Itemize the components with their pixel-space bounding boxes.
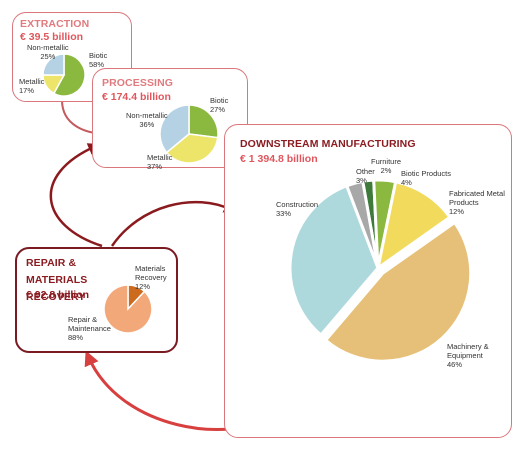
processing-title: PROCESSING xyxy=(102,77,174,89)
processing-label-metallic-name: Metallic xyxy=(147,153,173,162)
manufacturing-label-other: Other 3% xyxy=(356,167,375,185)
downstream-slice-fabricated-metal-products xyxy=(375,180,452,272)
extraction-label-non-metallic-name: Non-metallic xyxy=(27,43,69,52)
processing-label-metallic-pct: 37% xyxy=(147,162,163,171)
manufacturing-label-machinery-pct: 46% xyxy=(447,360,463,369)
repair-label-repair-maintenance-name: Repair & Maintenance xyxy=(68,315,111,333)
extraction-label-biotic-name: Biotic xyxy=(89,51,108,60)
manufacturing-label-fabricated-metal-pct: 12% xyxy=(449,207,465,216)
repair-slice-repair-maintenance xyxy=(103,284,153,334)
manufacturing-label-construction-pct: 33% xyxy=(276,209,292,218)
extraction-label-metallic-name: Metallic xyxy=(19,77,45,86)
downstream-slice-construction xyxy=(288,183,380,338)
extraction-label-metallic: Metallic 17% xyxy=(19,77,44,95)
processing-slice-metallic xyxy=(165,133,219,164)
processing-label-biotic: Biotic 27% xyxy=(210,96,228,114)
repair-label-repair-maintenance-pct: 88% xyxy=(68,333,84,342)
manufacturing-title: DOWNSTREAM MANUFACTURING xyxy=(240,138,416,150)
extraction-box: EXTRACTION € 39.5 billion Non-metallic 25… xyxy=(12,12,132,102)
manufacturing-label-machinery: Machinery & Equipment 46% xyxy=(447,342,499,369)
manufacturing-label-other-name: Other xyxy=(356,167,375,176)
repair-label-repair-maintenance: Repair & Maintenance 88% xyxy=(68,315,114,342)
repair-box: REPAIR & MATERIALS RECOVERY € 92.8 billi… xyxy=(15,247,178,353)
repair-label-materials-recovery-pct: 12% xyxy=(135,282,151,291)
manufacturing-label-other-pct: 3% xyxy=(356,176,367,185)
extraction-label-non-metallic: Non-metallic 25% xyxy=(27,43,69,61)
repair-title: REPAIR & MATERIALS RECOVERY xyxy=(26,257,88,303)
processing-label-non-metallic-pct: 36% xyxy=(139,120,155,129)
manufacturing-pie xyxy=(288,178,473,363)
manufacturing-label-construction: Construction 33% xyxy=(276,200,318,218)
manufacturing-label-furniture-pct: 2% xyxy=(380,166,392,175)
processing-label-biotic-name: Biotic xyxy=(210,96,229,105)
processing-slice-non-metallic xyxy=(159,104,190,154)
downstream-slice-machinery-equipment xyxy=(323,220,473,363)
repair-label-materials-recovery-name: Materials Recovery xyxy=(135,264,167,282)
manufacturing-label-construction-name: Construction xyxy=(276,200,319,209)
processing-label-metallic: Metallic 37% xyxy=(147,153,172,171)
manufacturing-label-biotic-products: Biotic Products 4% xyxy=(401,169,451,187)
manufacturing-label-machinery-name: Machinery & Equipment xyxy=(447,342,489,360)
repair-label-materials-recovery: Materials Recovery 12% xyxy=(135,264,179,291)
processing-pie xyxy=(159,104,219,164)
processing-label-non-metallic-name: Non-metallic xyxy=(126,111,168,120)
manufacturing-label-fabricated-metal-name: Fabricated Metal Products xyxy=(449,189,505,207)
manufacturing-value: € 1 394.8 billion xyxy=(240,153,318,165)
manufacturing-box: DOWNSTREAM MANUFACTURING € 1 394.8 billi… xyxy=(224,124,512,438)
extraction-label-non-metallic-pct: 25% xyxy=(40,52,56,61)
downstream-slice-other xyxy=(344,179,380,269)
processing-slice-biotic xyxy=(188,104,219,139)
manufacturing-label-fabricated-metal: Fabricated Metal Products 12% xyxy=(449,189,509,216)
extraction-pie xyxy=(42,53,86,97)
manufacturing-label-furniture-name: Furniture xyxy=(371,157,402,166)
manufacturing-label-biotic-products-pct: 4% xyxy=(401,178,412,187)
processing-box: PROCESSING € 174.4 billion Biotic 27% Non… xyxy=(92,68,248,171)
manufacturing-label-furniture: Furniture 2% xyxy=(371,157,401,175)
extraction-label-biotic-pct: 58% xyxy=(89,60,105,69)
extraction-value: € 39.5 billion xyxy=(20,31,84,43)
extraction-slice-biotic xyxy=(52,53,86,97)
arrow-repair-to-processing xyxy=(49,143,103,248)
extraction-title: EXTRACTION xyxy=(20,18,90,30)
processing-value: € 174.4 billion xyxy=(102,91,171,103)
extraction-label-metallic-pct: 17% xyxy=(19,86,35,95)
processing-label-non-metallic: Non-metallic 36% xyxy=(126,111,168,129)
manufacturing-label-biotic-products-name: Biotic Products xyxy=(401,169,452,178)
processing-label-biotic-pct: 27% xyxy=(210,105,226,114)
repair-pie xyxy=(103,284,153,334)
extraction-slice-non-metallic xyxy=(42,53,65,76)
extraction-label-biotic: Biotic 58% xyxy=(89,51,107,69)
arrow-repair-to-manufacturing xyxy=(110,200,237,247)
repair-value: € 92.8 billion xyxy=(26,289,90,301)
